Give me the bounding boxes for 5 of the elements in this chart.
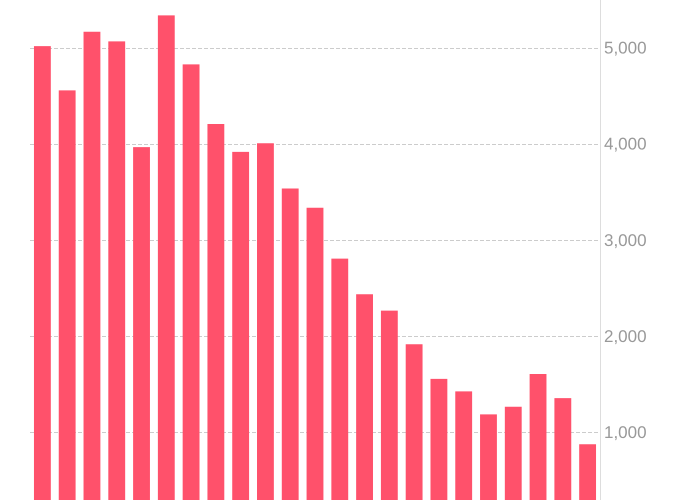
y-tick-label: 1,000 xyxy=(604,423,647,442)
y-tick-label: 5,000 xyxy=(604,38,647,58)
y-tick-label: 2,000 xyxy=(604,327,647,346)
y-tick-label: 3,000 xyxy=(604,230,647,250)
y-tick-label: 4,000 xyxy=(604,134,647,154)
